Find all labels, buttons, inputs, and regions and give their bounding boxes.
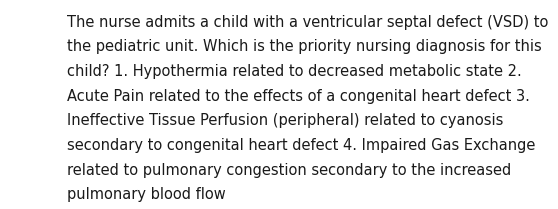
Text: secondary to congenital heart defect 4. Impaired Gas Exchange: secondary to congenital heart defect 4. … [67, 138, 535, 153]
Text: pulmonary blood flow: pulmonary blood flow [67, 187, 225, 202]
Text: Ineffective Tissue Perfusion (peripheral) related to cyanosis: Ineffective Tissue Perfusion (peripheral… [67, 113, 503, 128]
Text: Acute Pain related to the effects of a congenital heart defect 3.: Acute Pain related to the effects of a c… [67, 89, 530, 104]
Text: related to pulmonary congestion secondary to the increased: related to pulmonary congestion secondar… [67, 163, 511, 178]
Text: child? 1. Hypothermia related to decreased metabolic state 2.: child? 1. Hypothermia related to decreas… [67, 64, 522, 79]
Text: the pediatric unit. Which is the priority nursing diagnosis for this: the pediatric unit. Which is the priorit… [67, 39, 542, 54]
Text: The nurse admits a child with a ventricular septal defect (VSD) to: The nurse admits a child with a ventricu… [67, 15, 549, 30]
